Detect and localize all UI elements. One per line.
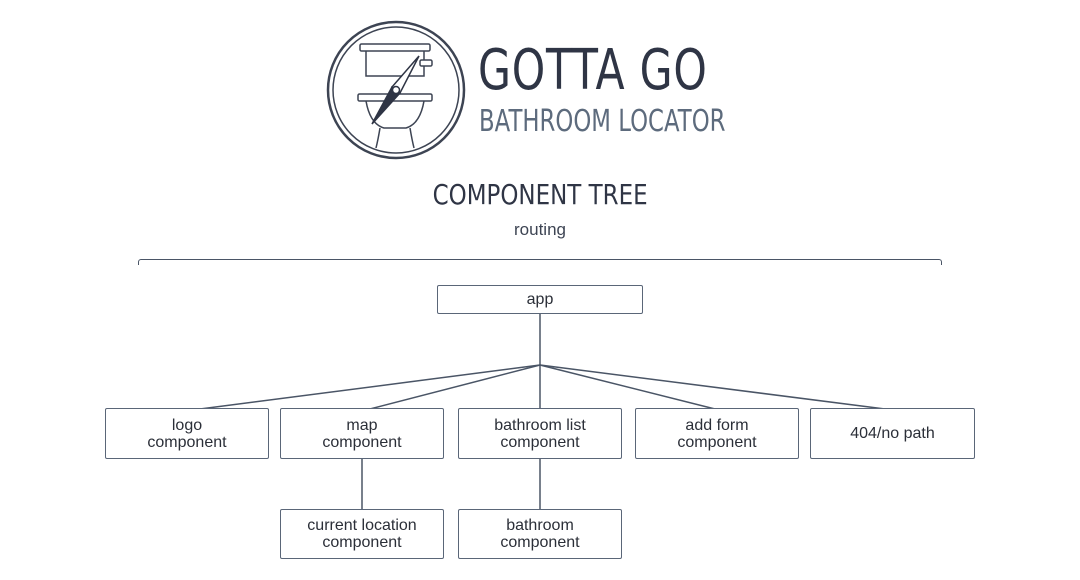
edge-not-found	[539, 364, 886, 410]
node-label-line1: 404/no path	[850, 425, 935, 442]
node-label-line2: component	[677, 433, 757, 451]
node-label-line1: bathroom	[506, 517, 574, 534]
section-divider	[138, 259, 942, 265]
node-app: app	[437, 285, 643, 314]
page-title: COMPONENT TREE	[432, 178, 648, 211]
node-label-line2: component	[500, 433, 580, 451]
node-label-line2: component	[500, 534, 580, 551]
node-label-line1: current location	[307, 517, 417, 534]
node-label-line1: add form	[685, 416, 749, 434]
node-label-line2: component	[322, 534, 402, 551]
node-404-no-path: 404/no path	[810, 408, 975, 459]
edge-logo	[199, 364, 541, 410]
node-logo-component: logo component	[105, 408, 269, 459]
node-add-form-component: add form component	[635, 408, 799, 459]
node-current-location-component: current location component	[280, 509, 444, 559]
node-label-line2: component	[147, 433, 227, 451]
node-map-component: map component	[280, 408, 444, 459]
brand-tagline: BATHROOM LOCATOR	[479, 104, 726, 139]
node-bathroom-component: bathroom component	[458, 509, 622, 559]
node-label-line1: map	[346, 416, 378, 434]
node-bathroom-list-component: bathroom list component	[458, 408, 622, 459]
node-label-line1: bathroom list	[494, 416, 586, 434]
brand-name: GOTTA GO	[478, 38, 708, 103]
toilet-compass-logo-icon	[326, 20, 466, 160]
page-subtitle: routing	[514, 220, 566, 239]
edge-add-form	[539, 364, 716, 410]
node-app-label: app	[526, 291, 554, 308]
node-label-line1: logo	[171, 416, 203, 434]
node-label-line2: component	[322, 433, 402, 451]
edge-map	[369, 364, 541, 410]
